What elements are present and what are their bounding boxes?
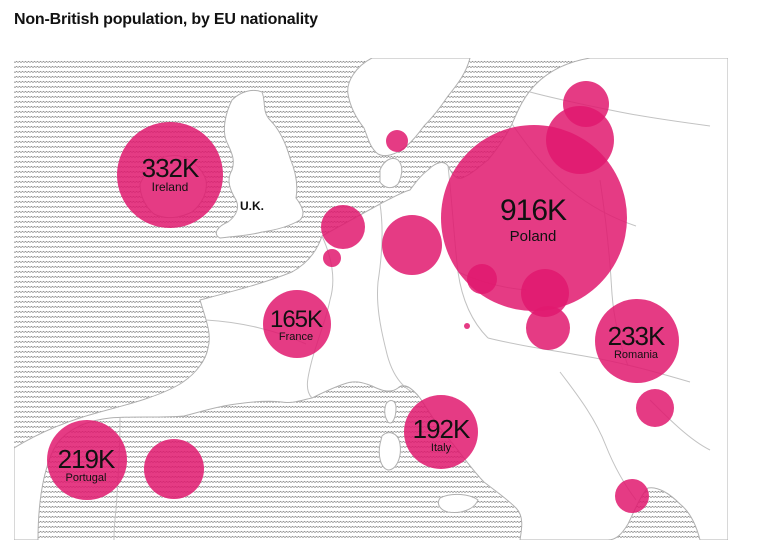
corsica [384, 400, 397, 424]
labeled-bubbles [47, 122, 679, 500]
france-value-label: 165K [270, 306, 323, 333]
bubble-netherlands [321, 205, 365, 249]
sardinia [378, 432, 401, 471]
scandinavia [347, 58, 471, 157]
poland-country-label: Poland [510, 228, 557, 245]
bubble-portugal [47, 420, 127, 500]
bubble-romania [595, 299, 679, 383]
romania-country-label: Romania [614, 349, 659, 361]
poland-value-label: 916K [500, 194, 567, 227]
france-country-label: France [279, 331, 313, 343]
sicily [437, 493, 479, 513]
bubble-denmark [386, 130, 408, 152]
bubble-greece [615, 479, 649, 513]
portugal-country-label: Portugal [66, 472, 107, 484]
bubble-italy [404, 395, 478, 469]
bubble-hungary [526, 306, 570, 350]
bubble-spain [144, 439, 204, 499]
great-britain [215, 89, 304, 239]
bubble-france [263, 290, 331, 358]
italy-country-label: Italy [431, 442, 452, 454]
uk-label: U.K. [240, 199, 264, 213]
chart-title: Non-British population, by EU nationalit… [14, 11, 318, 28]
bubble-labels: 916K Poland 332K Ireland 233K Romania 21… [58, 153, 667, 484]
ireland-value-label: 332K [142, 153, 200, 183]
bubble-germany [382, 215, 442, 275]
italy-value-label: 192K [413, 414, 471, 444]
bubble-austria [464, 323, 470, 329]
bubble-bulgaria [636, 389, 674, 427]
bubble-belgium [323, 249, 341, 267]
portugal-value-label: 219K [58, 444, 116, 474]
ireland-country-label: Ireland [152, 180, 189, 194]
denmark [379, 157, 403, 189]
romania-value-label: 233K [608, 321, 666, 351]
bubble-poland [441, 125, 627, 311]
bubble-ireland [117, 122, 223, 228]
